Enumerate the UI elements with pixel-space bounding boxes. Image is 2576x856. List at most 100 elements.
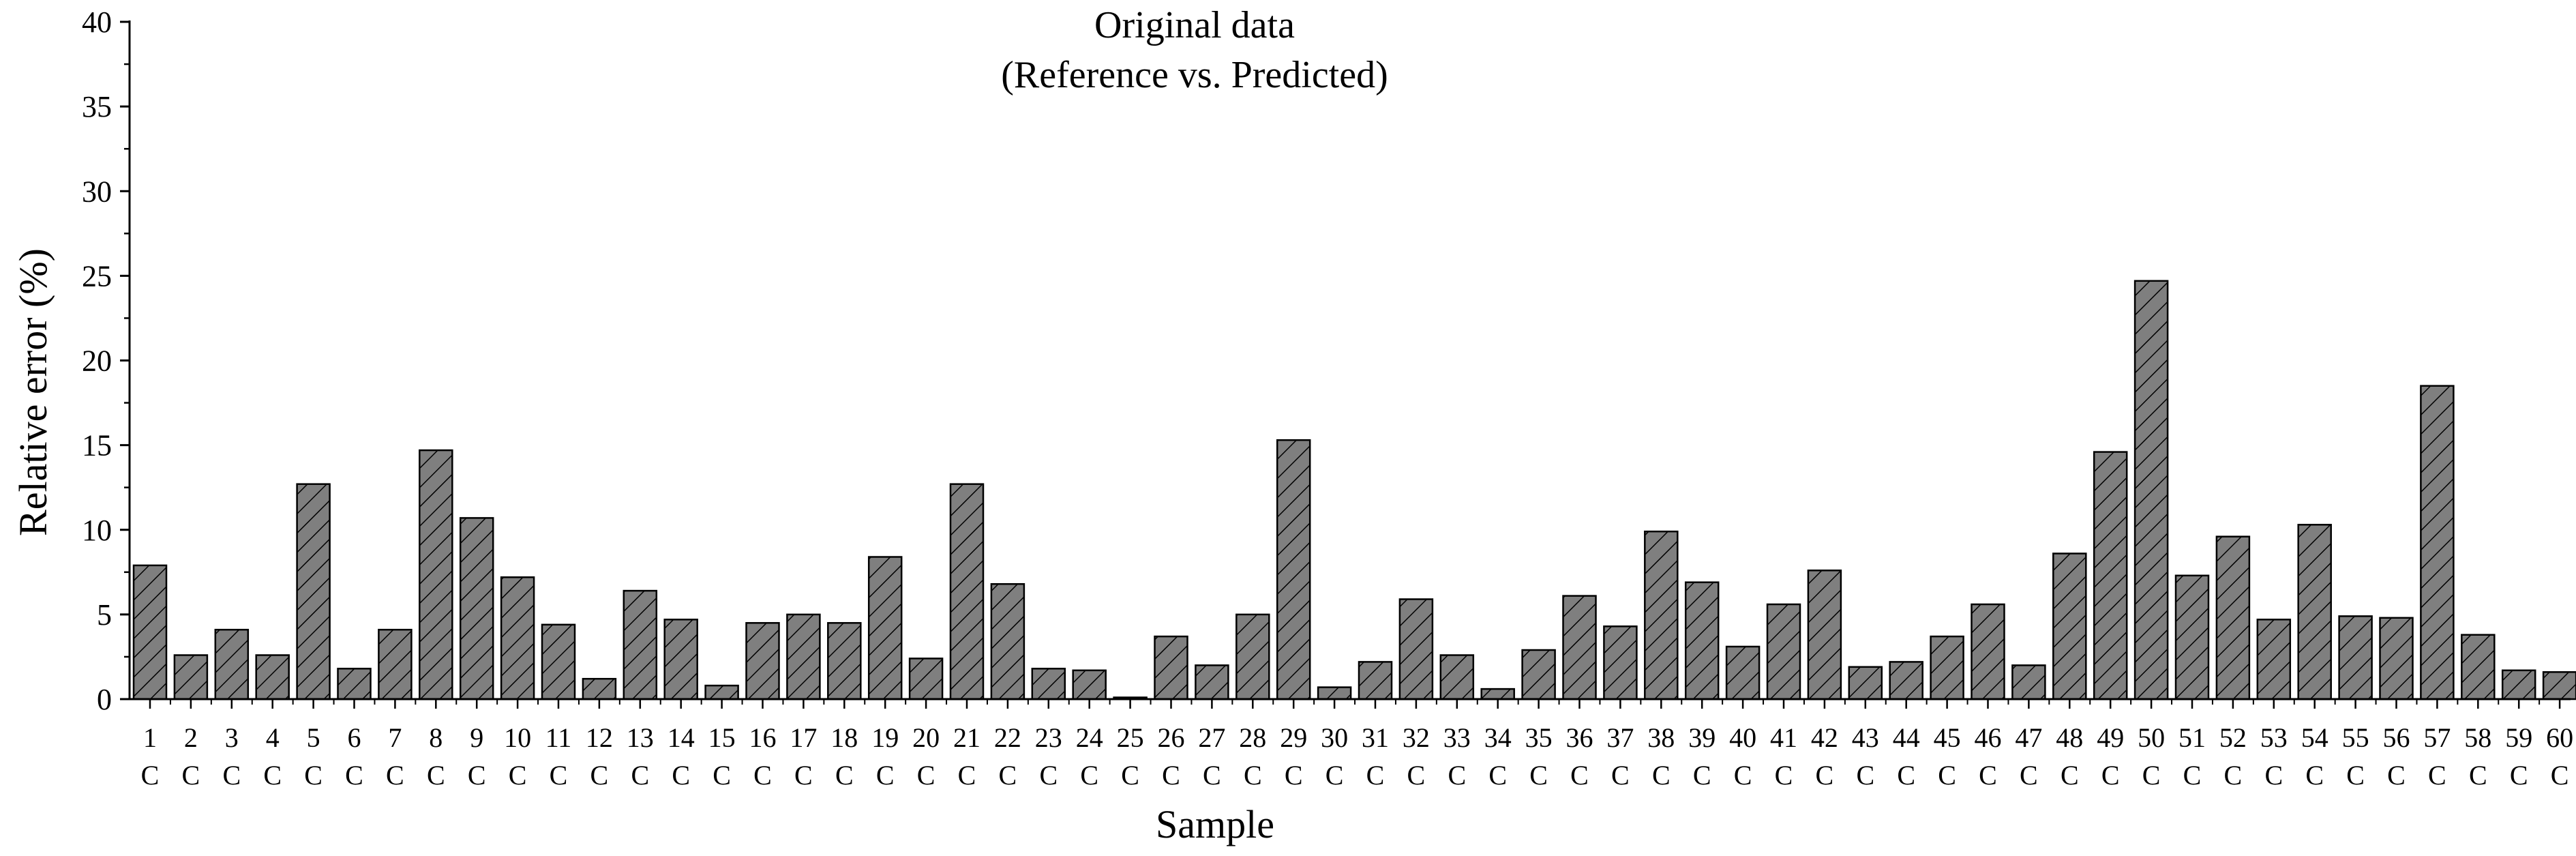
x-tick-sublabel: C — [1570, 760, 1589, 791]
x-tick-label: 54 — [2301, 722, 2328, 753]
x-tick-label: 1 — [143, 722, 157, 753]
x-tick-label: 22 — [994, 722, 1021, 753]
x-tick-label: 35 — [1525, 722, 1553, 753]
bar — [1807, 570, 1842, 700]
x-tick-sublabel: C — [1121, 760, 1139, 791]
x-tick-sublabel: C — [222, 760, 241, 791]
bar — [1235, 613, 1270, 700]
y-tick-label: 5 — [97, 598, 112, 632]
bar — [296, 483, 331, 700]
y-tick-label: 15 — [82, 429, 112, 462]
bar — [1603, 625, 1638, 700]
x-tick-label: 36 — [1566, 722, 1593, 753]
x-tick-label: 48 — [2056, 722, 2083, 753]
bar — [1930, 635, 1964, 700]
x-tick-sublabel: C — [1285, 760, 1303, 791]
bar — [2501, 669, 2536, 700]
x-tick-sublabel: C — [1080, 760, 1098, 791]
bar — [1317, 686, 1352, 700]
x-tick-label: 3 — [225, 722, 239, 753]
x-tick-label: 29 — [1280, 722, 1307, 753]
x-tick-label: 57 — [2423, 722, 2451, 753]
x-tick-label: 27 — [1198, 722, 1225, 753]
x-tick-label: 14 — [668, 722, 695, 753]
bar — [1398, 598, 1434, 700]
x-tick-sublabel: C — [1856, 760, 1874, 791]
x-tick-label: 4 — [266, 722, 280, 753]
bar — [2461, 634, 2496, 700]
x-tick-sublabel: C — [2264, 760, 2283, 791]
bar — [1766, 603, 1801, 700]
x-tick-sublabel: C — [2469, 760, 2487, 791]
x-tick-sublabel: C — [1529, 760, 1548, 791]
bar — [1358, 661, 1393, 700]
x-tick-sublabel: C — [1775, 760, 1793, 791]
bar — [2379, 617, 2414, 700]
x-tick-label: 49 — [2097, 722, 2124, 753]
x-tick-label: 46 — [1975, 722, 2002, 753]
x-tick-label: 15 — [708, 722, 736, 753]
x-tick-sublabel: C — [1203, 760, 1221, 791]
x-tick-sublabel: C — [1326, 760, 1344, 791]
y-tick-label: 0 — [97, 683, 112, 716]
bar — [1889, 661, 1923, 700]
x-tick-label: 26 — [1158, 722, 1185, 753]
x-tick-label: 50 — [2138, 722, 2165, 753]
x-tick-sublabel: C — [2020, 760, 2038, 791]
x-tick-label: 23 — [1035, 722, 1062, 753]
x-tick-sublabel: C — [2183, 760, 2202, 791]
x-tick-label: 9 — [470, 722, 483, 753]
x-tick-label: 45 — [1934, 722, 1961, 753]
bar — [990, 582, 1025, 700]
y-tick-label: 40 — [82, 5, 112, 39]
x-tick-sublabel: C — [2224, 760, 2243, 791]
x-tick-sublabel: C — [958, 760, 976, 791]
bar — [173, 654, 209, 700]
bar — [1072, 669, 1107, 700]
bar — [337, 668, 372, 700]
x-tick-label: 60 — [2546, 722, 2573, 753]
x-tick-sublabel: C — [1816, 760, 1834, 791]
x-tick-label: 58 — [2464, 722, 2491, 753]
bar — [214, 628, 250, 700]
x-tick-sublabel: C — [2142, 760, 2161, 791]
x-axis: 1C2C3C4C5C6C7C8C9C10C11C12C13C14C15C16C1… — [130, 698, 2573, 791]
chart-subtitle: (Reference vs. Predicted) — [1001, 54, 1388, 96]
x-tick-label: 31 — [1362, 722, 1389, 753]
x-tick-label: 33 — [1443, 722, 1471, 753]
x-tick-sublabel: C — [713, 760, 731, 791]
bar — [2174, 574, 2210, 700]
x-tick-label: 5 — [307, 722, 320, 753]
x-tick-label: 42 — [1811, 722, 1838, 753]
bar — [2052, 552, 2087, 700]
x-tick-label: 30 — [1321, 722, 1348, 753]
x-tick-label: 10 — [504, 722, 531, 753]
y-tick-label: 25 — [82, 259, 112, 293]
x-tick-label: 40 — [1729, 722, 1756, 753]
x-tick-sublabel: C — [509, 760, 527, 791]
bar — [1521, 649, 1556, 700]
bar — [500, 576, 535, 700]
bar — [908, 658, 944, 700]
x-tick-label: 25 — [1117, 722, 1144, 753]
x-tick-label: 55 — [2342, 722, 2369, 753]
x-tick-sublabel: C — [2387, 760, 2406, 791]
x-tick-label: 39 — [1688, 722, 1716, 753]
x-tick-label: 20 — [912, 722, 940, 753]
bar — [2093, 451, 2128, 700]
x-tick-sublabel: C — [345, 760, 363, 791]
bars-layer — [132, 280, 2576, 700]
x-tick-label: 2 — [184, 722, 198, 753]
x-tick-label: 12 — [586, 722, 613, 753]
y-axis-label: Relative error (%) — [11, 248, 55, 536]
bar — [1684, 581, 1720, 700]
x-tick-sublabel: C — [672, 760, 690, 791]
bar — [2256, 619, 2292, 700]
x-tick-sublabel: C — [876, 760, 895, 791]
x-tick-sublabel: C — [1611, 760, 1630, 791]
bar — [132, 564, 168, 700]
x-tick-label: 41 — [1770, 722, 1797, 753]
bar — [867, 556, 903, 700]
x-tick-label: 43 — [1852, 722, 1879, 753]
